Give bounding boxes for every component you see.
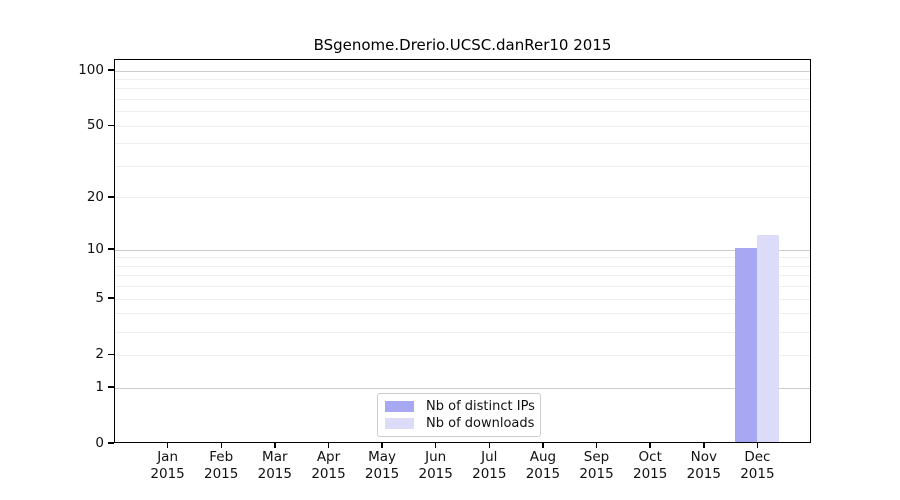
x-axis-tick-label: Dec 2015 xyxy=(725,449,789,482)
bar-downloads xyxy=(756,234,779,442)
x-axis-tick-label: Nov 2015 xyxy=(672,449,736,482)
x-axis-month-text: Aug xyxy=(529,449,557,465)
minor-gridline xyxy=(115,265,810,267)
x-axis-month-text: Dec xyxy=(744,449,771,465)
minor-gridline xyxy=(115,313,810,315)
minor-gridline xyxy=(115,257,810,259)
y-axis-tick-label: 20 xyxy=(86,188,104,205)
x-axis-year-text: 2015 xyxy=(686,465,721,482)
bar-distinct-ips xyxy=(734,248,757,442)
minor-gridline xyxy=(115,298,810,300)
x-axis-tick-mark xyxy=(381,443,383,448)
minor-gridline xyxy=(115,78,810,80)
y-axis-tick-label: 50 xyxy=(86,117,104,134)
legend-label-distinct-ips: Nb of distinct IPs xyxy=(426,399,535,414)
x-axis-tick-mark xyxy=(756,443,759,448)
x-axis-tick-label: Apr 2015 xyxy=(297,449,361,482)
legend-label-downloads: Nb of downloads xyxy=(426,416,535,431)
major-gridline xyxy=(115,387,810,389)
x-axis-tick-label: Mar 2015 xyxy=(243,449,307,482)
x-axis-tick-mark xyxy=(274,443,276,448)
minor-gridline xyxy=(115,197,810,199)
x-axis-year-text: 2015 xyxy=(204,465,239,482)
y-axis-tick-label: 1 xyxy=(95,379,104,395)
minor-gridline xyxy=(115,88,810,90)
y-axis-tick-label: 10 xyxy=(86,241,104,258)
legend-item-downloads: Nb of downloads xyxy=(385,415,535,432)
x-axis-month-text: Oct xyxy=(638,449,662,465)
y-axis-tick-label: 2 xyxy=(95,346,104,363)
x-axis-year-text: 2015 xyxy=(472,465,507,482)
x-axis-tick-mark xyxy=(166,443,169,448)
x-axis-tick-mark xyxy=(434,443,437,448)
x-axis-month-text: May xyxy=(368,449,397,465)
major-gridline xyxy=(115,70,810,72)
x-axis-tick-mark xyxy=(488,443,491,448)
x-axis-tick-mark xyxy=(327,443,330,448)
minor-gridline xyxy=(115,354,810,356)
x-axis-year-text: 2015 xyxy=(740,465,775,482)
x-axis-tick-label: Jun 2015 xyxy=(404,449,468,482)
x-axis-tick-mark xyxy=(649,443,651,448)
major-gridline xyxy=(115,249,810,251)
y-axis-tick-label: 100 xyxy=(78,62,104,78)
x-axis-year-text: 2015 xyxy=(364,465,400,482)
minor-gridline xyxy=(115,99,810,100)
y-axis-tick-label: 0 xyxy=(95,435,104,451)
x-axis-month-text: Feb xyxy=(209,449,234,465)
x-axis-month-text: Nov xyxy=(690,449,717,465)
x-axis-tick-label: Sep 2015 xyxy=(565,449,629,482)
x-axis-month-text: Jul xyxy=(481,449,498,465)
minor-gridline xyxy=(115,275,810,277)
y-axis-tick-mark xyxy=(108,248,114,250)
y-axis-tick-label: 5 xyxy=(95,290,104,307)
chart-title: BSgenome.Drerio.UCSC.danRer10 2015 xyxy=(313,36,612,54)
x-axis-tick-label: Feb 2015 xyxy=(189,449,253,482)
x-axis-year-text: 2015 xyxy=(525,465,561,482)
minor-gridline xyxy=(115,111,810,113)
plot-area xyxy=(114,59,811,443)
minor-gridline xyxy=(115,143,810,145)
x-axis-tick-label: Aug 2015 xyxy=(511,449,575,482)
x-axis-month-text: Sep xyxy=(583,449,610,465)
x-axis-year-text: 2015 xyxy=(311,465,346,482)
x-axis-tick-label: May 2015 xyxy=(350,449,414,482)
y-axis-tick-mark xyxy=(108,442,114,444)
minor-gridline xyxy=(115,125,810,127)
x-axis-tick-label: Jan 2015 xyxy=(136,449,200,482)
minor-gridline xyxy=(115,286,810,288)
x-axis-tick-mark xyxy=(595,443,598,448)
x-axis-month-text: Jun xyxy=(425,449,447,465)
x-axis-month-text: Jan xyxy=(157,449,178,465)
legend-swatch-downloads-icon xyxy=(385,418,414,429)
y-axis-tick-mark xyxy=(108,196,114,198)
y-axis-tick-mark xyxy=(108,69,114,71)
x-axis-year-text: 2015 xyxy=(633,465,668,482)
x-axis-month-text: Apr xyxy=(316,449,341,465)
x-axis-year-text: 2015 xyxy=(579,465,614,482)
y-axis-tick-mark xyxy=(108,353,114,355)
x-axis-month-text: Mar xyxy=(262,449,288,465)
y-axis-tick-mark xyxy=(108,297,114,299)
x-axis-year-text: 2015 xyxy=(150,465,185,482)
x-axis-year-text: 2015 xyxy=(418,465,453,482)
legend: Nb of distinct IPs Nb of downloads xyxy=(377,393,541,437)
x-axis-tick-label: Jul 2015 xyxy=(457,449,521,482)
y-axis-tick-mark xyxy=(108,386,114,388)
x-axis-tick-mark xyxy=(220,443,222,448)
x-axis-tick-mark xyxy=(703,443,705,448)
y-axis-tick-mark xyxy=(108,124,114,126)
x-axis-year-text: 2015 xyxy=(257,465,292,482)
minor-gridline xyxy=(115,331,810,333)
x-axis-tick-label: Oct 2015 xyxy=(618,449,682,482)
minor-gridline xyxy=(115,166,810,167)
x-axis-tick-mark xyxy=(542,443,544,448)
legend-item-distinct-ips: Nb of distinct IPs xyxy=(385,398,535,415)
legend-swatch-distinct-ips-icon xyxy=(385,401,414,412)
